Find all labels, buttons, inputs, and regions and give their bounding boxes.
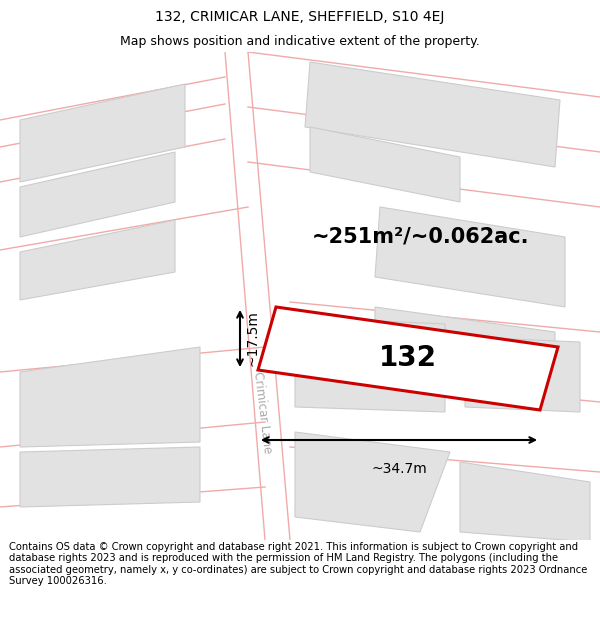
Polygon shape <box>375 307 555 372</box>
Polygon shape <box>465 337 580 412</box>
Polygon shape <box>305 62 560 167</box>
Polygon shape <box>20 447 200 507</box>
Text: Map shows position and indicative extent of the property.: Map shows position and indicative extent… <box>120 36 480 48</box>
Polygon shape <box>20 152 175 237</box>
Polygon shape <box>258 307 558 410</box>
Text: Crimicar Lane: Crimicar Lane <box>251 371 274 454</box>
Text: 132: 132 <box>379 344 437 372</box>
Text: ~17.5m: ~17.5m <box>245 311 259 366</box>
Text: ~34.7m: ~34.7m <box>371 462 427 476</box>
Polygon shape <box>460 462 590 542</box>
Polygon shape <box>295 432 450 532</box>
Polygon shape <box>375 207 565 307</box>
Text: 132, CRIMICAR LANE, SHEFFIELD, S10 4EJ: 132, CRIMICAR LANE, SHEFFIELD, S10 4EJ <box>155 11 445 24</box>
Polygon shape <box>295 317 445 412</box>
Polygon shape <box>310 127 460 202</box>
Polygon shape <box>20 347 200 447</box>
Polygon shape <box>20 220 175 300</box>
Text: Contains OS data © Crown copyright and database right 2021. This information is : Contains OS data © Crown copyright and d… <box>9 542 587 586</box>
Polygon shape <box>20 84 185 182</box>
Text: ~251m²/~0.062ac.: ~251m²/~0.062ac. <box>311 227 529 247</box>
